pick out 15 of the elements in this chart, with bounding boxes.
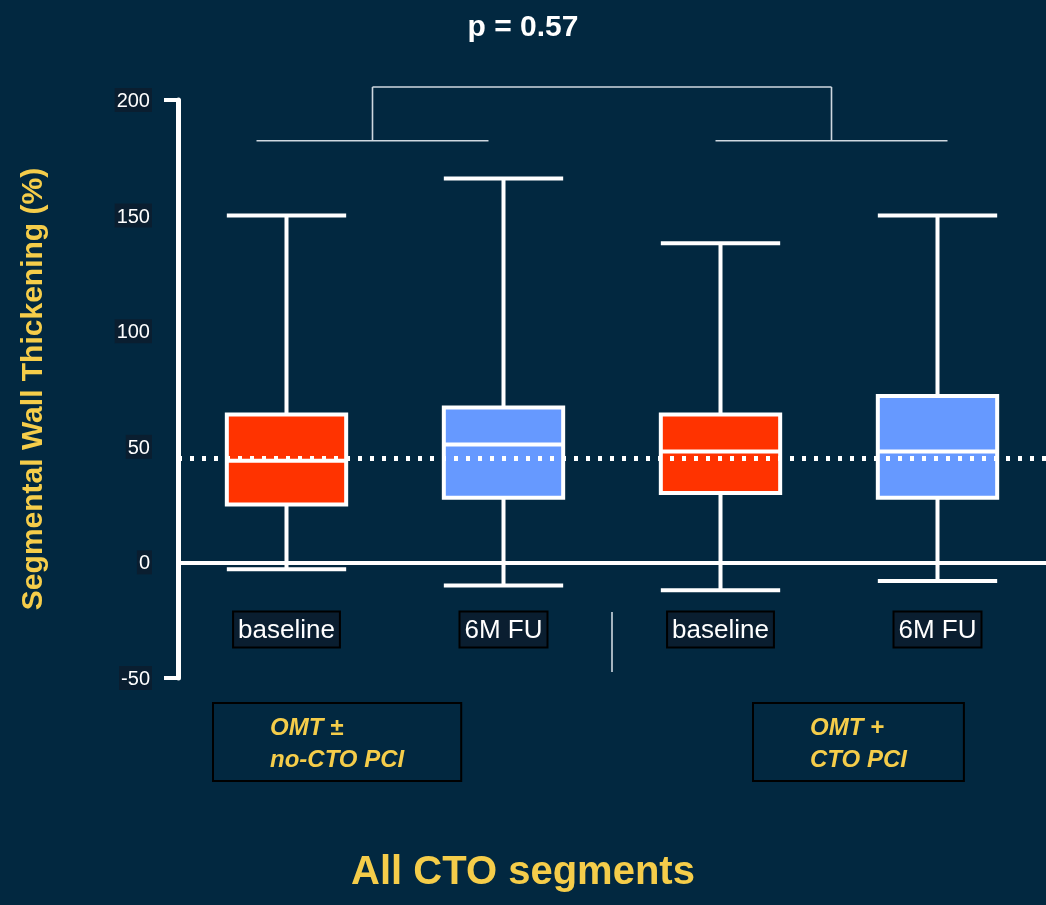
y-tick-label: 150 [116, 204, 150, 227]
text: OMT ± no-CTO PCI [270, 712, 406, 772]
x-tick-label: baseline [238, 614, 335, 645]
y-axis-title: Segmental Wall Thickening (%) [14, 167, 48, 611]
x-tick-label: 6M FU [464, 614, 543, 645]
y-tick-label: -50 [121, 667, 150, 689]
text: OMT + CTO PCI [810, 712, 909, 772]
text: All CTO segments [351, 848, 695, 892]
x-tick-label: 6M FU [898, 614, 977, 645]
y-tick-label: 200 [116, 89, 150, 111]
y-tick-label: 100 [116, 320, 150, 343]
x-tick-label: baseline [672, 614, 769, 645]
y-tick-label: 50 [127, 435, 150, 458]
y-tick-label: 0 [138, 551, 150, 574]
text: p = 0.57 [467, 8, 579, 42]
